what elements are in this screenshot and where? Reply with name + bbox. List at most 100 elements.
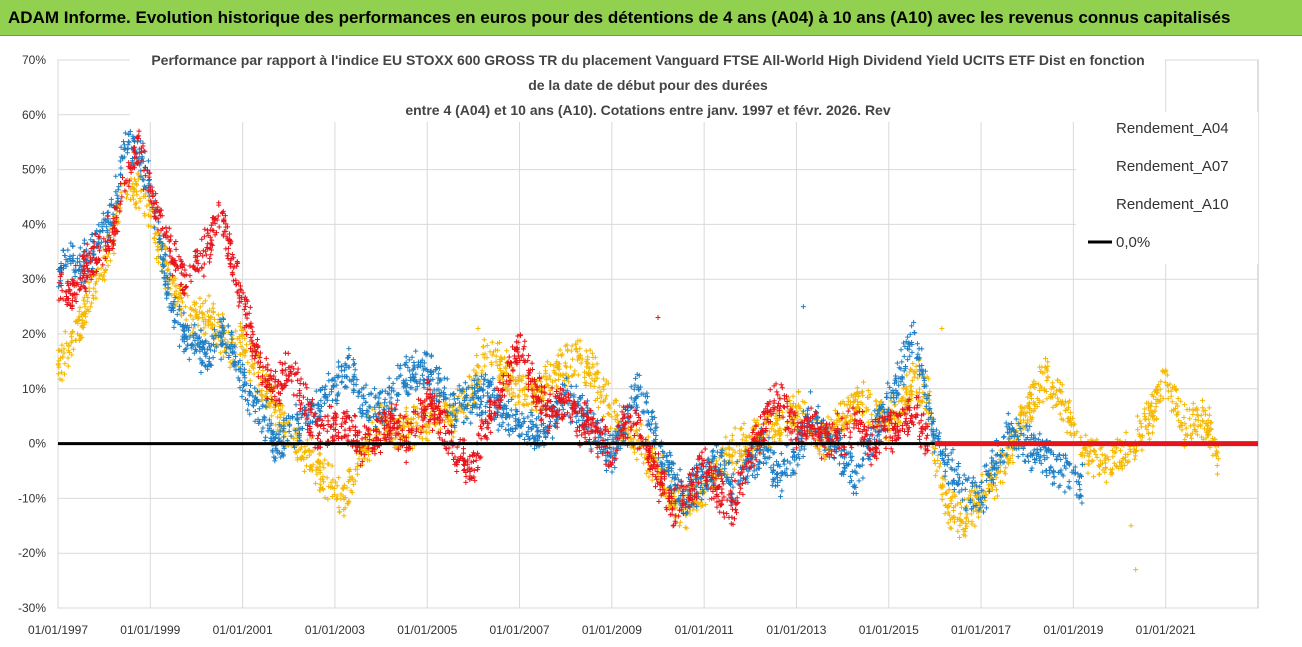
rendement-a04-marker bbox=[349, 490, 355, 496]
rendement-a04-marker bbox=[900, 385, 906, 391]
rendement-a04-marker bbox=[1044, 377, 1050, 383]
rendement-a04-marker bbox=[566, 379, 572, 385]
rendement-a07-marker bbox=[649, 414, 655, 420]
rendement-a04-marker bbox=[1102, 460, 1108, 466]
rendement-a04-marker bbox=[263, 372, 269, 378]
rendement-a07-marker bbox=[779, 488, 785, 494]
chart-markers bbox=[55, 125, 1222, 573]
rendement-a07-marker bbox=[522, 436, 528, 442]
rendement-a04-marker bbox=[336, 504, 342, 510]
rendement-a04-marker bbox=[233, 328, 239, 334]
rendement-a04-marker bbox=[61, 346, 67, 352]
rendement-a04-marker bbox=[1099, 452, 1105, 458]
rendement-a04-marker bbox=[243, 342, 249, 348]
rendement-a07-marker bbox=[1079, 500, 1085, 506]
rendement-a04-marker bbox=[278, 401, 284, 407]
rendement-a04-marker bbox=[247, 378, 253, 384]
rendement-a04-marker bbox=[250, 362, 256, 368]
rendement-a04-marker bbox=[542, 364, 548, 370]
rendement-a04-marker bbox=[106, 251, 112, 257]
rendement-a04-marker bbox=[908, 383, 914, 389]
rendement-a04-marker bbox=[62, 371, 68, 377]
rendement-a04-marker bbox=[313, 480, 319, 486]
rendement-a07-marker bbox=[726, 460, 732, 466]
rendement-a04-marker bbox=[854, 385, 860, 391]
rendement-a04-marker bbox=[88, 304, 94, 310]
rendement-a04-marker bbox=[743, 434, 749, 440]
rendement-a07-marker bbox=[411, 359, 417, 365]
rendement-a04-marker bbox=[774, 421, 780, 427]
rendement-a04-marker bbox=[322, 495, 328, 501]
rendement-a04-marker bbox=[1208, 419, 1214, 425]
rendement-a04-marker bbox=[1193, 417, 1199, 423]
rendement-a07-marker bbox=[490, 375, 496, 381]
rendement-a04-marker bbox=[497, 365, 503, 371]
rendement-a04-marker bbox=[1034, 403, 1040, 409]
rendement-a04-marker bbox=[96, 276, 102, 282]
x-tick-label: 01/01/2021 bbox=[1136, 623, 1196, 637]
rendement-a04-marker bbox=[949, 494, 955, 500]
rendement-a04-marker bbox=[1139, 447, 1145, 453]
rendement-a07-marker bbox=[390, 380, 396, 386]
rendement-a04-marker bbox=[1135, 427, 1141, 433]
rendement-a07-marker bbox=[791, 449, 797, 455]
rendement-a04-marker bbox=[1084, 450, 1090, 456]
rendement-a04-marker bbox=[510, 390, 516, 396]
rendement-a07-marker bbox=[186, 356, 192, 362]
rendement-a04-marker bbox=[732, 425, 738, 431]
rendement-a04-marker bbox=[779, 409, 785, 415]
rendement-a04-marker bbox=[1085, 461, 1091, 467]
rendement-a04-marker bbox=[575, 372, 581, 378]
rendement-a07-marker bbox=[406, 357, 412, 363]
rendement-a04-marker bbox=[208, 322, 214, 328]
rendement-a07-marker bbox=[477, 405, 483, 411]
rendement-a04-marker bbox=[845, 395, 851, 401]
rendement-a04-marker bbox=[1132, 456, 1138, 462]
rendement-a04-marker bbox=[584, 364, 590, 370]
rendement-a04-marker bbox=[400, 424, 406, 430]
rendement-a04-marker bbox=[156, 259, 162, 265]
x-tick-label: 01/01/2017 bbox=[951, 623, 1011, 637]
rendement-a07-marker bbox=[749, 472, 755, 478]
rendement-a04-marker bbox=[554, 359, 560, 365]
rendement-a04-marker bbox=[939, 497, 945, 503]
rendement-a04-marker bbox=[628, 435, 634, 441]
rendement-a07-marker bbox=[883, 394, 889, 400]
rendement-a04-marker bbox=[927, 389, 933, 395]
rendement-a04-marker bbox=[1137, 434, 1143, 440]
rendement-a04-marker bbox=[828, 417, 834, 423]
rendement-a04-marker bbox=[522, 396, 528, 402]
rendement-a04-marker bbox=[964, 523, 970, 529]
rendement-a04-marker bbox=[932, 445, 938, 451]
rendement-a04-marker bbox=[1064, 429, 1070, 435]
rendement-a04-marker bbox=[1111, 460, 1117, 466]
rendement-a04-marker bbox=[174, 283, 180, 289]
rendement-a07-marker bbox=[506, 432, 512, 438]
rendement-a04-marker bbox=[1206, 405, 1212, 411]
rendement-a04-marker bbox=[1164, 382, 1170, 388]
rendement-a04-marker bbox=[1168, 393, 1174, 399]
rendement-a04-marker bbox=[1055, 395, 1061, 401]
rendement-a04-marker bbox=[611, 400, 617, 406]
rendement-a04-marker bbox=[1190, 412, 1196, 418]
rendement-a04-marker bbox=[1207, 420, 1213, 426]
rendement-a04-marker bbox=[467, 374, 473, 380]
rendement-a04-marker bbox=[334, 483, 340, 489]
rendement-a04-marker bbox=[1005, 445, 1011, 451]
rendement-a04-marker bbox=[89, 300, 95, 306]
rendement-a04-marker bbox=[154, 256, 160, 262]
rendement-a07-marker bbox=[1034, 446, 1040, 452]
rendement-a04-marker bbox=[643, 451, 649, 457]
rendement-a04-marker bbox=[995, 493, 1001, 499]
rendement-a04-marker bbox=[607, 405, 613, 411]
rendement-a04-marker bbox=[1096, 471, 1102, 477]
rendement-a04-marker bbox=[297, 455, 303, 461]
rendement-a04-marker bbox=[62, 329, 68, 335]
rendement-a07-marker bbox=[162, 282, 168, 288]
rendement-a04-marker bbox=[673, 504, 679, 510]
rendement-a04-marker bbox=[210, 310, 216, 316]
rendement-a04-marker bbox=[604, 393, 610, 399]
rendement-a04-marker bbox=[1053, 403, 1059, 409]
rendement-a04-marker bbox=[1154, 416, 1160, 422]
rendement-a04-marker bbox=[1210, 452, 1216, 458]
